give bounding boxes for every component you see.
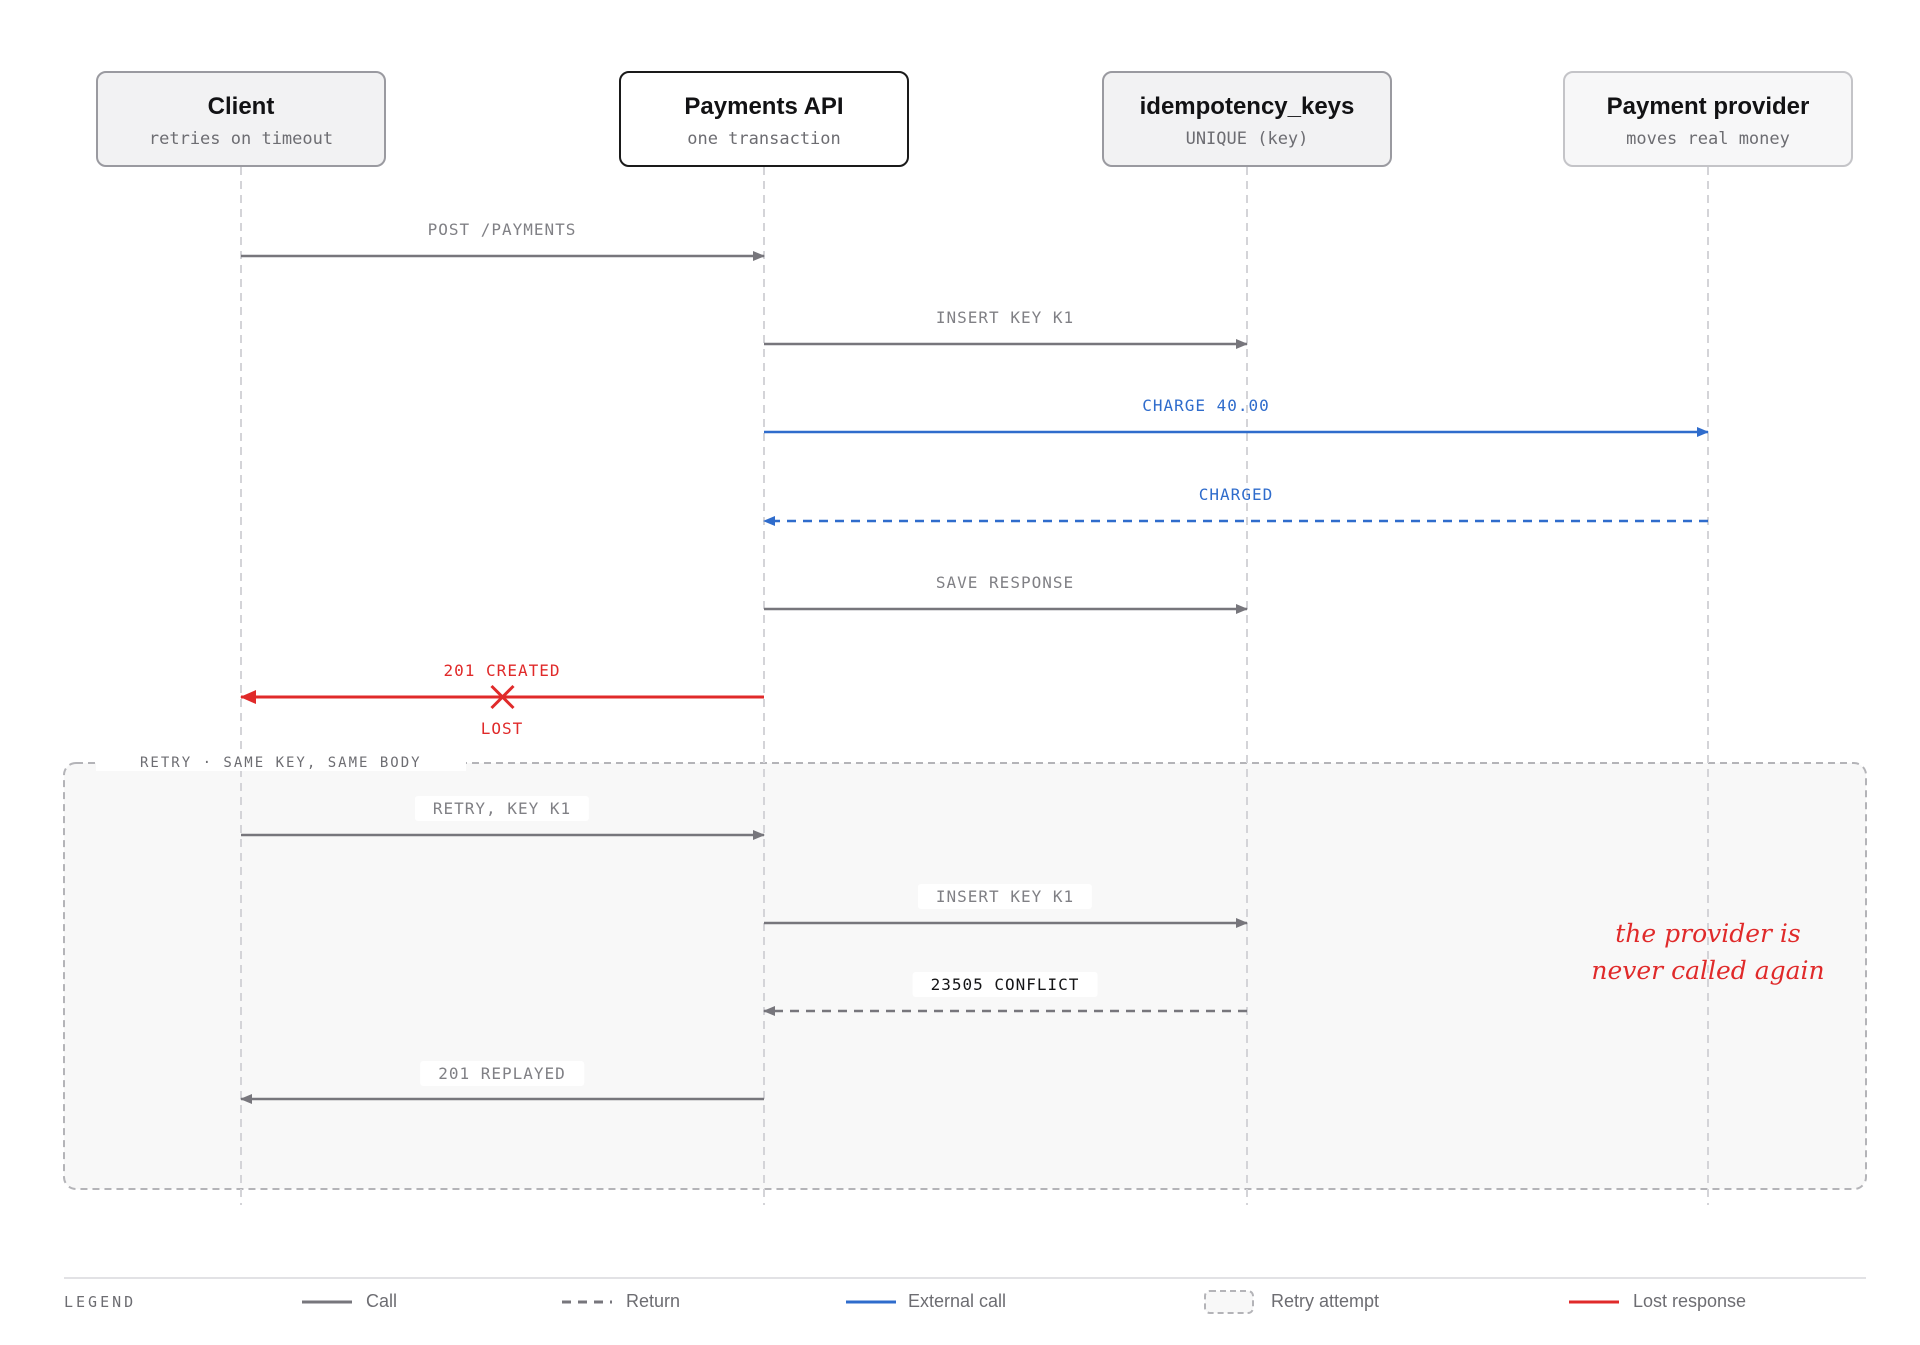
provider-note: the provider is never called again (1591, 915, 1824, 989)
message-label-insert-key-retry: INSERT KEY K1 (917, 884, 1093, 909)
legend-label: Return (626, 1291, 681, 1311)
participant-name: Payment provider (1606, 93, 1810, 120)
message-label-201-created: 201 CREATED (443, 661, 561, 680)
message-label-conflict: 23505 CONFLICT (912, 972, 1098, 997)
participant-payments-api: Payments API one transaction (619, 71, 909, 167)
legend-external-swatch (846, 1300, 896, 1304)
participant-subtitle: moves real money (1626, 129, 1790, 149)
legend: LEGEND Call Return External call Retry a… (0, 1277, 1920, 1327)
retry-frame-label: RETRY · SAME KEY, SAME BODY (96, 755, 466, 771)
message-label-insert-key: INSERT KEY K1 (935, 308, 1075, 327)
message-label-201-replayed: 201 REPLAYED (420, 1061, 584, 1086)
legend-divider (64, 1277, 1866, 1279)
participant-name: Payments API (684, 93, 844, 120)
participant-name: idempotency_keys (1139, 93, 1355, 120)
participant-subtitle: one transaction (687, 129, 841, 149)
participant-client: Client retries on timeout (96, 71, 386, 167)
message-label-retry-key: RETRY, KEY K1 (414, 796, 590, 821)
message-label-save-response: SAVE RESPONSE (935, 573, 1075, 592)
legend-label: Call (366, 1291, 398, 1311)
message-label-charged: CHARGED (1198, 485, 1274, 504)
legend-title: LEGEND (64, 1293, 137, 1311)
participant-idempotency-keys: idempotency_keys UNIQUE (key) (1102, 71, 1392, 167)
provider-note-line-2: never called again (1591, 956, 1825, 985)
legend-label: Retry attempt (1271, 1291, 1380, 1311)
participant-name: Client (207, 93, 275, 120)
message-label-charge: CHARGE 40.00 (1142, 396, 1270, 415)
legend-lost-swatch (1569, 1300, 1619, 1304)
legend-return-swatch (562, 1300, 612, 1304)
lost-x-icon (490, 684, 515, 710)
provider-note-line-1: the provider is (1615, 919, 1801, 948)
legend-call-swatch (302, 1300, 352, 1304)
participant-subtitle: UNIQUE (key) (1185, 129, 1309, 149)
legend-frame-swatch (1204, 1290, 1254, 1314)
legend-label: Lost response (1633, 1291, 1747, 1311)
legend-label: External call (908, 1291, 1007, 1311)
lost-marker-label: LOST (480, 719, 524, 738)
message-label-post-payments: POST /PAYMENTS (427, 220, 577, 239)
participant-subtitle: retries on timeout (148, 129, 334, 149)
participant-payment-provider: Payment provider moves real money (1563, 71, 1853, 167)
